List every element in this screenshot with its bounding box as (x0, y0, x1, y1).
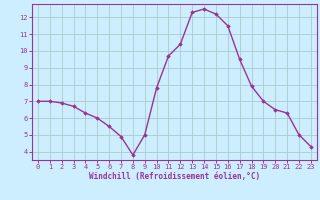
X-axis label: Windchill (Refroidissement éolien,°C): Windchill (Refroidissement éolien,°C) (89, 172, 260, 181)
